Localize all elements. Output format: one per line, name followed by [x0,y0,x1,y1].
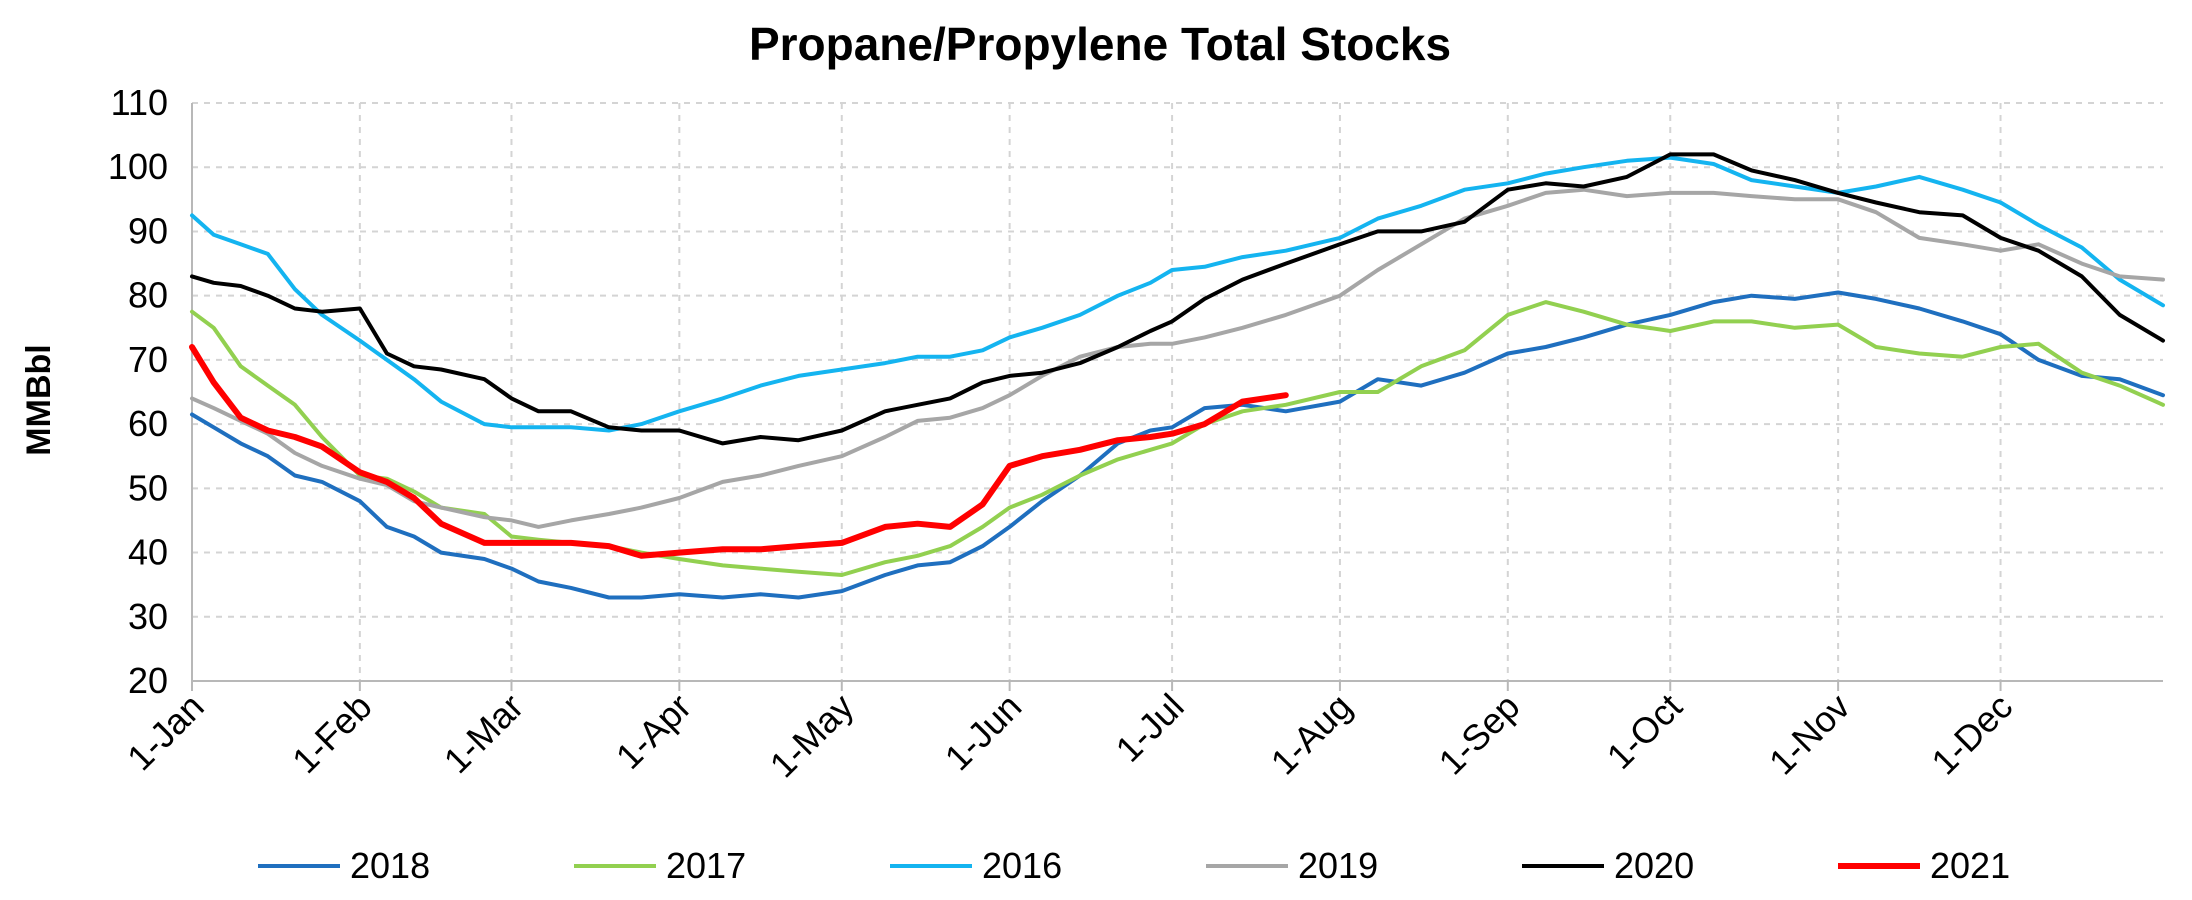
x-tick-label: 1-Jul [1108,686,1192,770]
y-tick-label: 30 [128,596,168,637]
series-lines [189,152,2165,600]
y-tick-label: 50 [128,467,168,508]
x-tick-label: 1-Nov [1761,686,1858,783]
legend-label: 2020 [1614,845,1694,886]
x-tick-label: 1-Jun [937,686,1030,779]
x-tick-label: 1-Feb [284,686,379,781]
x-tick-label: 1-Mar [436,686,531,781]
series-line-2016 [190,155,2165,433]
x-tick-label: 1-Oct [1599,686,1690,777]
chart-title: Propane/Propylene Total Stocks [749,18,1451,70]
legend-item-2021: 2021 [1838,845,2010,886]
series-line-2020 [190,152,2165,446]
x-tick-label: 1-Apr [608,686,699,777]
y-tick-label: 110 [111,82,168,123]
legend-item-2018: 2018 [258,845,430,886]
y-tick-label: 90 [128,210,168,251]
legend-label: 2018 [350,845,430,886]
series-line-2021 [189,344,1289,559]
y-tick-label: 70 [128,339,168,380]
legend-item-2016: 2016 [890,845,1062,886]
y-tick-label: 80 [128,275,168,316]
legend: 2018 2017 2016 2019 2020 2021 [258,845,2010,886]
x-tick-label: 1-Dec [1923,686,2020,783]
x-tick-label: 1-Aug [1263,686,1360,783]
series-line-2019 [190,187,2165,529]
y-axis-label: MMBbl [20,344,58,455]
x-tick-label: 1-Sep [1431,686,1528,783]
legend-item-2019: 2019 [1206,845,1378,886]
legend-label: 2017 [666,845,746,886]
y-tick-label: 40 [128,532,168,573]
legend-label: 2016 [982,845,1062,886]
y-tick-label: 60 [128,403,168,444]
legend-label: 2019 [1298,845,1378,886]
legend-item-2017: 2017 [574,845,746,886]
y-tick-label: 20 [128,660,168,701]
legend-item-2020: 2020 [1522,845,1694,886]
legend-label: 2021 [1930,845,2010,886]
y-tick-label: 100 [108,146,168,187]
x-tick-label: 1-May [762,686,862,786]
